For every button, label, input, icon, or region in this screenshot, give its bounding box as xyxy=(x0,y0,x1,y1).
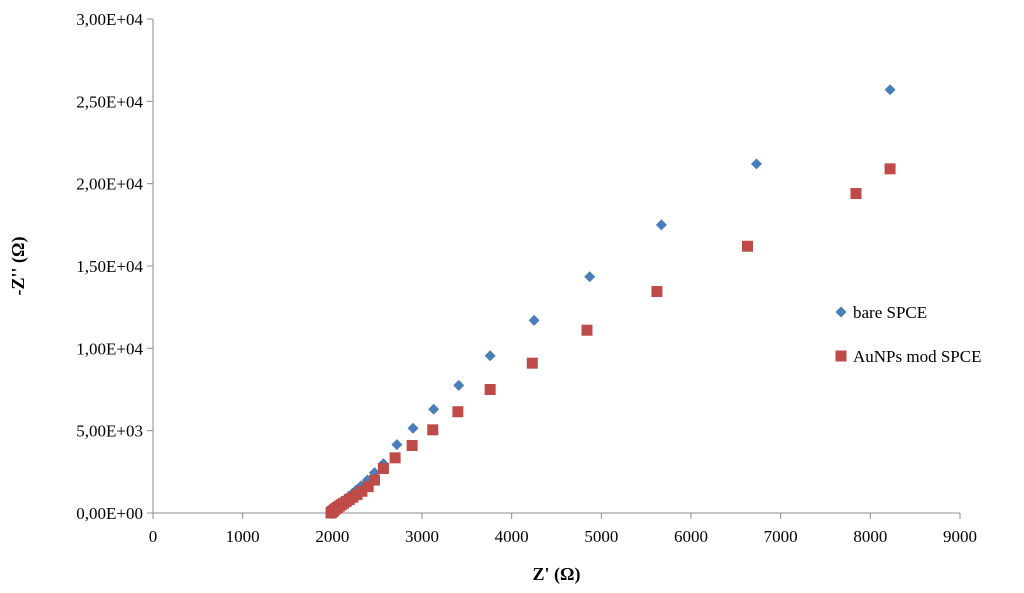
x-tick-label: 1000 xyxy=(226,527,260,546)
data-point-bare-spce xyxy=(453,379,465,391)
legend-item-aunps-mod-spce: AuNPs mod SPCE xyxy=(835,347,981,366)
x-tick-label: 6000 xyxy=(674,527,708,546)
y-tick-label: 1,50E+04 xyxy=(76,257,143,276)
data-point-aunps-mod-spce xyxy=(406,439,418,451)
y-tick-label: 0,00E+00 xyxy=(76,504,143,523)
data-point-bare-spce xyxy=(584,271,596,283)
data-point-aunps-mod-spce xyxy=(452,406,464,418)
data-point-aunps-mod-spce xyxy=(484,384,496,395)
legend: bare SPCE AuNPs mod SPCE xyxy=(835,303,981,366)
x-axis-ticks: 0 1000 2000 3000 4000 5000 6000 7000 8000 9000 xyxy=(149,513,977,546)
y-tick-label: 1,00E+04 xyxy=(76,339,143,358)
series-bare-spce xyxy=(325,84,896,519)
data-point-aunps-mod-spce xyxy=(389,452,401,464)
legend-label-bare-spce: bare SPCE xyxy=(853,303,927,322)
data-point-aunps-mod-spce xyxy=(581,324,593,336)
legend-item-bare-spce: bare SPCE xyxy=(835,303,927,322)
data-point-bare-spce xyxy=(407,422,419,434)
data-point-bare-spce xyxy=(528,314,540,326)
y-axis-ticks: 0,00E+00 5,00E+03 1,00E+04 1,50E+04 2,00E+04… xyxy=(76,10,153,523)
data-point-aunps-mod-spce xyxy=(651,286,663,298)
legend-diamond-marker xyxy=(835,306,847,318)
data-point-bare-spce xyxy=(484,350,496,362)
x-tick-label: 2000 xyxy=(315,527,349,546)
data-point-bare-spce xyxy=(428,403,440,415)
data-point-aunps-mod-spce xyxy=(741,240,753,252)
legend-square-marker xyxy=(835,350,847,362)
data-points xyxy=(325,84,896,519)
data-point-aunps-mod-spce xyxy=(427,424,439,436)
data-point-bare-spce xyxy=(750,158,762,170)
x-tick-label: 3000 xyxy=(405,527,439,546)
data-point-aunps-mod-spce xyxy=(850,188,862,200)
series-aunps-mod-spce xyxy=(325,163,896,519)
data-point-aunps-mod-spce xyxy=(377,463,389,475)
data-point-aunps-mod-spce xyxy=(526,357,538,369)
y-tick-label: 2,50E+04 xyxy=(76,92,143,111)
x-tick-label: 0 xyxy=(149,527,158,546)
x-tick-label: 4000 xyxy=(495,527,529,546)
y-tick-label: 5,00E+03 xyxy=(76,422,143,441)
y-tick-label: 3,00E+04 xyxy=(76,10,143,29)
x-tick-label: 7000 xyxy=(764,527,798,546)
data-point-aunps-mod-spce xyxy=(356,485,368,497)
data-point-bare-spce xyxy=(655,219,667,231)
data-point-bare-spce xyxy=(884,84,896,96)
x-tick-label: 9000 xyxy=(943,527,977,546)
legend-label-aunps-mod-spce: AuNPs mod SPCE xyxy=(853,347,981,366)
data-point-aunps-mod-spce xyxy=(362,481,374,493)
x-tick-label: 5000 xyxy=(584,527,618,546)
x-axis-title: Z' (Ω) xyxy=(533,564,581,585)
y-axis-title: -Z'' (Ω) xyxy=(8,237,29,296)
x-tick-label: 8000 xyxy=(853,527,887,546)
data-point-bare-spce xyxy=(391,439,403,451)
data-point-aunps-mod-spce xyxy=(368,474,380,486)
data-point-aunps-mod-spce xyxy=(884,163,896,175)
y-tick-label: 2,00E+04 xyxy=(76,175,143,194)
